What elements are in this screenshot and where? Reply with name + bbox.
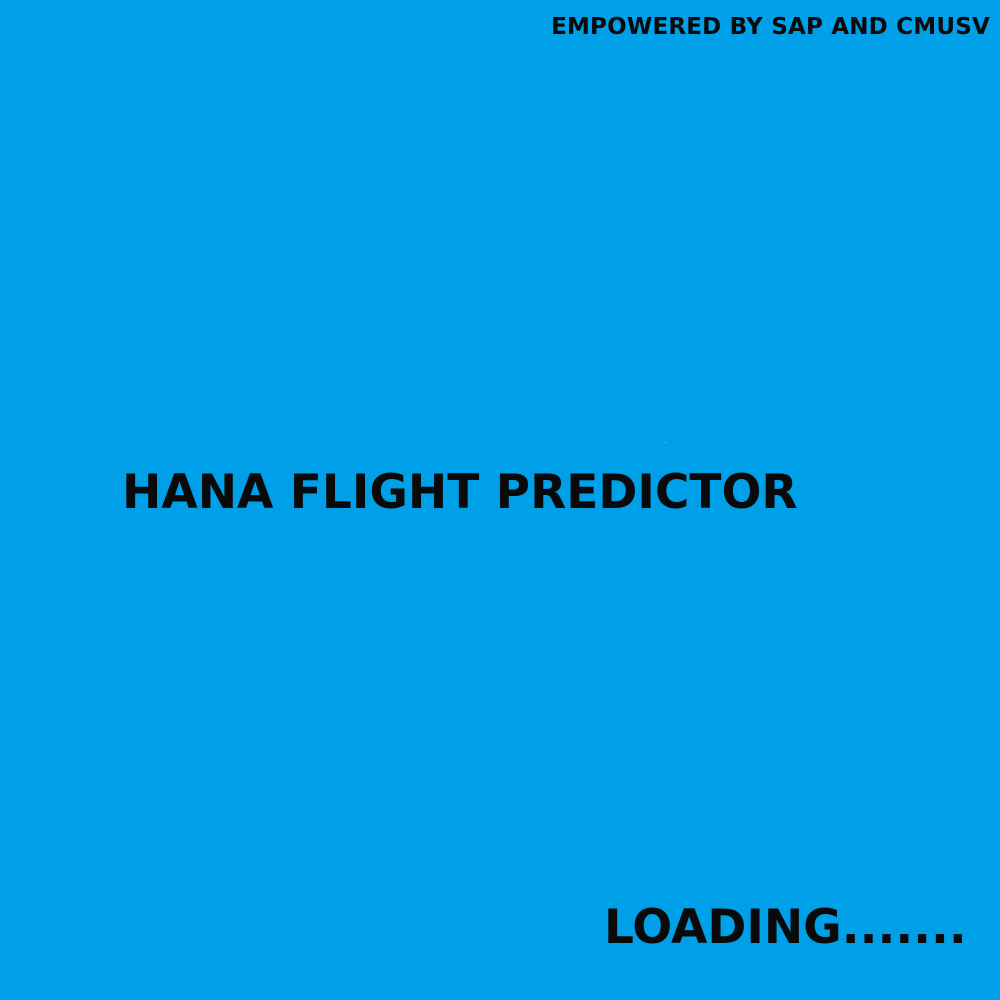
background-speck xyxy=(665,442,666,443)
loading-status: LOADING....... xyxy=(604,900,967,955)
tagline: EMPOWERED BY SAP AND CMUSV xyxy=(551,14,990,40)
app-title: HANA FLIGHT PREDICTOR xyxy=(122,465,798,520)
